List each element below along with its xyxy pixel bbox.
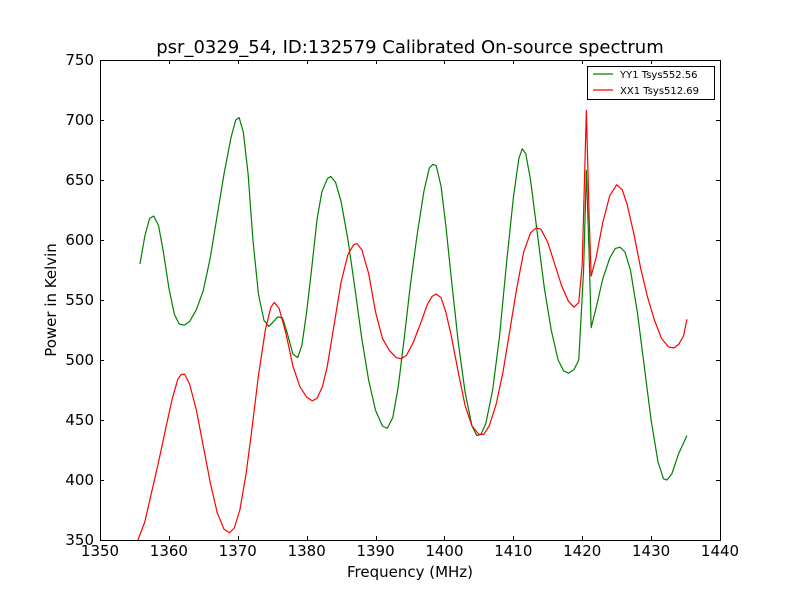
y-tick-label: 400 xyxy=(65,471,94,489)
series-line-0 xyxy=(139,116,688,481)
plot-frame xyxy=(100,60,721,541)
y-tick-label: 600 xyxy=(65,231,94,249)
y-tick-label: 750 xyxy=(65,51,94,69)
x-tick-label: 1360 xyxy=(150,542,188,560)
x-axis-label: Frequency (MHz) xyxy=(347,563,473,581)
y-axis-label: Power in Kelvin xyxy=(42,243,60,357)
y-tick-label: 700 xyxy=(65,111,94,129)
y-tick-label: 350 xyxy=(65,531,94,549)
x-tick-label: 1350 xyxy=(81,542,119,560)
series-line-1 xyxy=(137,109,688,541)
legend: YY1 Tsys552.56 XX1 Tsys512.69 xyxy=(587,66,715,100)
legend-box xyxy=(587,66,715,100)
x-tick-label: 1440 xyxy=(701,542,739,560)
x-tick-label: 1400 xyxy=(425,542,463,560)
y-tick-label: 500 xyxy=(65,351,94,369)
chart-title: psr_0329_54, ID:132579 Calibrated On-sou… xyxy=(156,37,664,58)
x-tick-label: 1380 xyxy=(288,542,326,560)
series-layer xyxy=(137,109,688,541)
x-tick-label: 1410 xyxy=(494,542,532,560)
y-tick-label: 650 xyxy=(65,171,94,189)
legend-label-xx1: XX1 Tsys512.69 xyxy=(620,86,699,97)
x-tick-label: 1420 xyxy=(563,542,601,560)
x-tick-label: 1430 xyxy=(632,542,670,560)
y-tick-label: 550 xyxy=(65,291,94,309)
y-tick-label: 450 xyxy=(65,411,94,429)
x-tick-label: 1390 xyxy=(356,542,394,560)
y-axis: 350 400 450 500 550 600 650 700 750 xyxy=(65,51,720,549)
x-axis: 1350 1360 1370 1380 1390 1400 1410 1420 1430 1440 xyxy=(81,60,739,560)
x-tick-label: 1370 xyxy=(219,542,257,560)
legend-label-yy1: YY1 Tsys552.56 xyxy=(619,70,698,81)
